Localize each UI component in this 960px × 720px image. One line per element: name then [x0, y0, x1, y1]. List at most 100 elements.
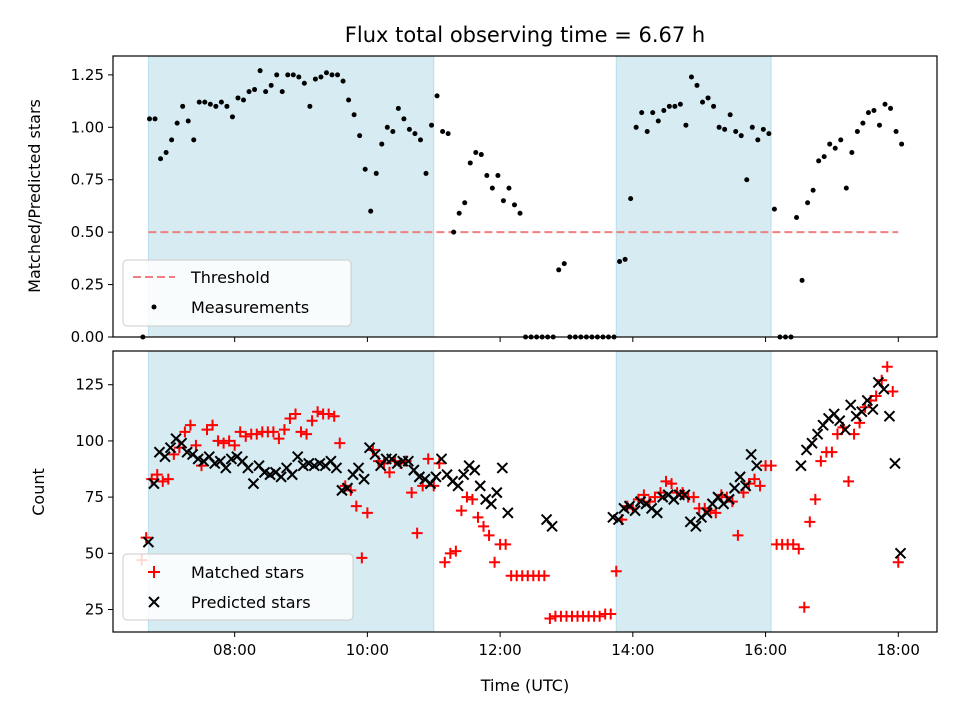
predicted-star-marker — [286, 468, 298, 481]
predicted-star-marker — [159, 450, 171, 463]
measurement-point — [755, 137, 761, 143]
predicted-star-marker — [745, 448, 757, 461]
measurement-point — [683, 122, 689, 128]
predicted-star-marker — [175, 437, 188, 449]
predicted-star-marker — [502, 507, 514, 519]
matched-star-marker — [350, 500, 362, 512]
measurement-point — [312, 76, 318, 82]
matched-star-marker — [411, 527, 423, 539]
x-tick-label: 12:00 — [478, 641, 521, 659]
measurement-point — [379, 141, 385, 147]
matched-star-marker — [273, 433, 285, 445]
measurement-point — [307, 103, 313, 109]
predicted-star-marker — [679, 489, 691, 501]
x-tick-label: 08:00 — [213, 641, 256, 659]
top-panel: Flux total observing time = 6.67 h Match… — [25, 23, 938, 346]
observing-interval-shade — [615, 55, 772, 338]
measurement-point — [462, 200, 468, 206]
predicted-star-marker — [457, 468, 470, 481]
predicted-star-marker — [369, 448, 381, 461]
measurement-point — [672, 103, 678, 109]
matched-star-marker — [489, 556, 501, 568]
predicted-star-marker — [734, 471, 746, 483]
predicted-star-marker — [148, 477, 160, 490]
matched-star-marker — [229, 439, 241, 451]
top-panel-ylabel: Matched/Predicted stars — [25, 99, 44, 293]
top-legend-box — [122, 259, 352, 327]
predicted-star-marker — [612, 513, 625, 526]
matched-star-marker — [594, 610, 606, 622]
predicted-star-marker — [435, 453, 448, 465]
measurement-point — [727, 112, 733, 118]
matched-star-marker — [361, 507, 373, 519]
measurement-point — [285, 72, 291, 78]
predicted-star-marker — [491, 486, 503, 499]
matched-star-marker — [184, 419, 196, 431]
y-tick-label: 100 — [75, 432, 104, 450]
legend-measurements-label: Measurements — [191, 298, 309, 317]
matched-star-marker — [312, 406, 324, 418]
y-tick-label: 0.00 — [71, 328, 104, 346]
bottom-legend-box — [122, 553, 354, 621]
measurement-point — [561, 261, 567, 267]
x-tick-label: 10:00 — [346, 641, 389, 659]
matched-star-marker — [450, 545, 462, 557]
measurement-point — [417, 137, 423, 143]
bottom-y-ticks: 25 50 75 100 125 — [75, 376, 113, 619]
measurement-point — [489, 185, 495, 191]
measurement-point — [655, 118, 661, 124]
matched-star-marker — [251, 428, 263, 440]
matched-star-marker — [356, 552, 368, 564]
matched-star-marker — [218, 437, 230, 449]
predicted-star-marker — [723, 493, 735, 506]
measurement-point — [484, 173, 490, 179]
measurement-point — [500, 198, 506, 204]
measurement-point — [633, 124, 639, 130]
matched-star-marker — [610, 565, 622, 577]
predicted-star-marker — [833, 414, 846, 427]
measurement-point — [246, 89, 252, 95]
matched-star-marker — [843, 475, 855, 487]
measurement-point — [650, 110, 656, 116]
measurement-point — [390, 128, 396, 134]
matched-star-marker — [749, 473, 761, 485]
matched-star-marker — [384, 466, 396, 478]
measurement-point — [174, 120, 180, 126]
y-tick-label: 0.50 — [71, 223, 104, 241]
measurement-point — [440, 128, 446, 134]
matched-star-marker — [323, 408, 335, 420]
matched-star-marker — [151, 469, 163, 481]
measurement-point — [882, 101, 888, 107]
measurement-point — [202, 99, 208, 105]
predicted-star-marker — [142, 536, 155, 548]
measurement-point — [434, 93, 440, 99]
matched-star-marker — [649, 491, 661, 503]
measurement-point — [146, 116, 152, 122]
legend-threshold-label: Threshold — [190, 268, 270, 287]
matched-star-marker — [500, 538, 512, 550]
matched-star-marker — [478, 520, 490, 532]
predicted-star-marker — [220, 462, 232, 474]
predicted-star-marker — [468, 464, 481, 476]
matched-star-marker — [798, 601, 810, 613]
measurement-point — [423, 170, 429, 176]
matched-star-marker — [306, 415, 318, 427]
measurement-point — [241, 97, 247, 103]
measurement-point — [268, 82, 274, 88]
measurement-point — [290, 72, 296, 78]
predicted-star-marker — [690, 520, 702, 533]
matched-star-marker — [162, 473, 174, 485]
measurement-point — [169, 137, 175, 143]
predicted-star-marker — [352, 462, 365, 474]
predicted-star-marker — [739, 480, 752, 492]
measurement-point — [301, 80, 307, 86]
predicted-star-marker — [839, 423, 851, 436]
matched-star-marker — [809, 493, 821, 505]
y-tick-label: 0.75 — [71, 171, 104, 189]
measurement-point — [705, 95, 711, 101]
legend-matched-label: Matched stars — [191, 563, 304, 582]
y-tick-label: 125 — [75, 376, 104, 394]
predicted-star-marker — [883, 410, 896, 422]
predicted-star-marker — [242, 462, 254, 474]
matched-star-marker — [201, 424, 213, 436]
